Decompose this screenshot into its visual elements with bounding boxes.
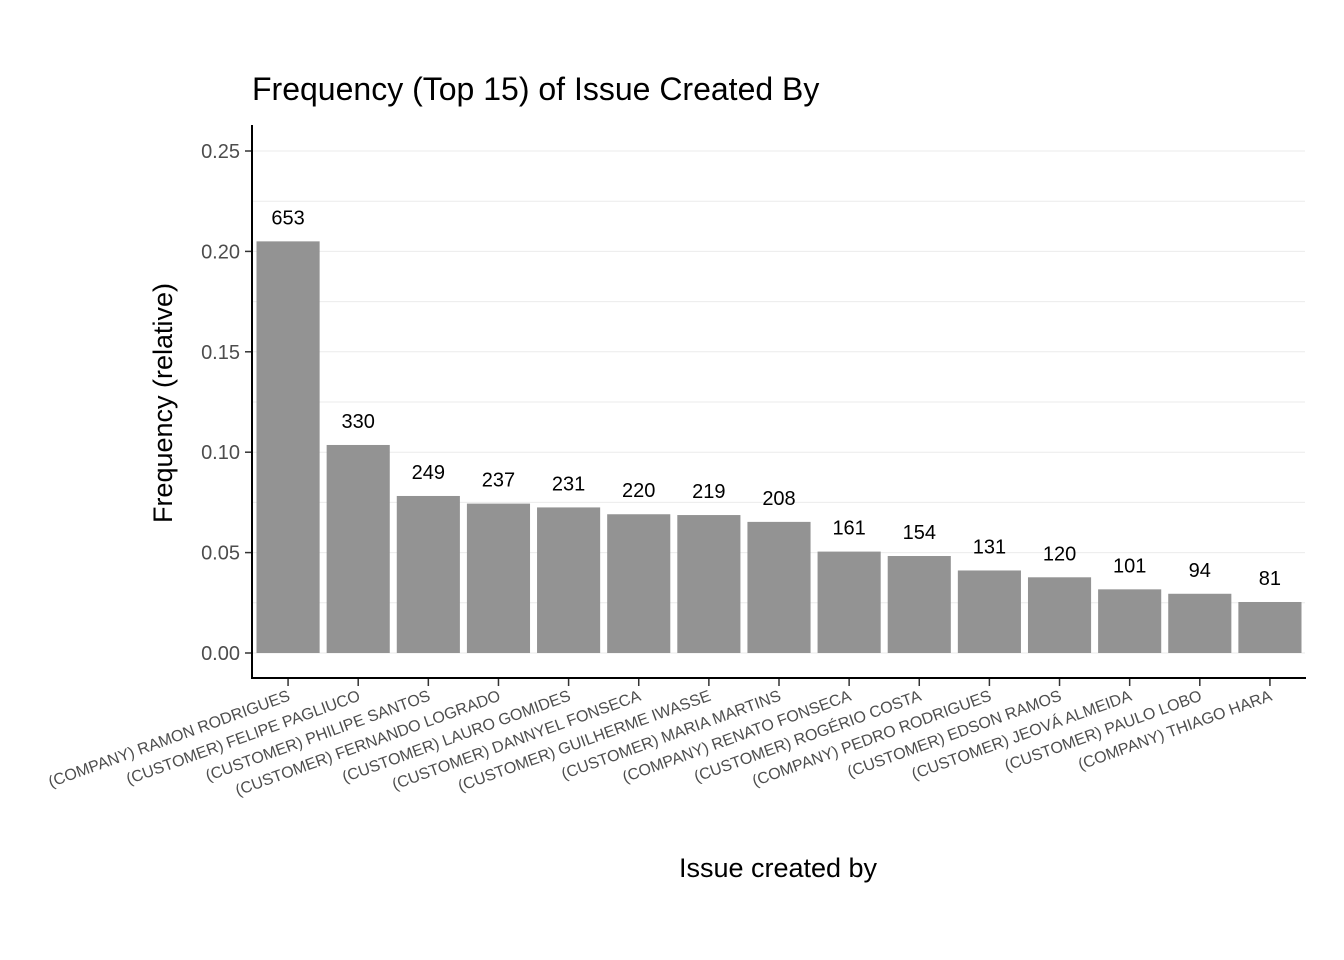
bar	[326, 444, 390, 653]
bar	[256, 241, 320, 654]
bar	[396, 495, 460, 653]
y-tick-label: 0.05	[201, 543, 240, 565]
bar	[1168, 593, 1232, 653]
data-label: 94	[1189, 560, 1211, 582]
y-tick-label: 0.20	[201, 241, 240, 263]
bar	[677, 515, 741, 653]
bar	[887, 556, 951, 653]
bar	[1098, 589, 1162, 653]
y-axis-title: Frequency (relative)	[148, 283, 178, 523]
data-label: 237	[482, 470, 515, 492]
data-label: 161	[832, 518, 865, 540]
gridlines	[253, 150, 1305, 654]
data-label: 330	[342, 411, 375, 433]
data-label: 219	[692, 481, 725, 503]
bar	[747, 521, 811, 653]
y-tick-label: 0.25	[201, 141, 240, 163]
data-label: 249	[412, 462, 445, 484]
bar	[537, 507, 601, 653]
y-tick-label: 0.15	[201, 342, 240, 364]
bar	[957, 570, 1021, 653]
data-labels: 653 330 249 237 231 220 219 208 161 154 131 120 101 9…	[271, 207, 1281, 590]
data-label: 154	[903, 522, 936, 544]
bar	[607, 514, 671, 653]
data-label: 653	[271, 207, 304, 229]
data-label: 120	[1043, 543, 1076, 565]
bar	[1238, 601, 1302, 653]
y-tick-label: 0.00	[201, 643, 240, 665]
x-axis-title: Issue created by	[679, 853, 878, 883]
data-label: 208	[762, 488, 795, 510]
bar	[466, 503, 531, 653]
chart-title: Frequency (Top 15) of Issue Created By	[252, 71, 819, 107]
y-tick-label: 0.10	[201, 442, 240, 464]
bar	[817, 551, 881, 653]
data-label: 101	[1113, 555, 1146, 577]
data-label: 220	[622, 480, 655, 502]
data-label: 81	[1259, 568, 1281, 590]
bar	[1027, 577, 1092, 653]
y-axis-ticks: 0.00 0.05 0.10 0.15 0.20 0.25	[201, 141, 251, 665]
data-label: 131	[973, 536, 1006, 558]
data-label: 231	[552, 473, 585, 495]
bars	[256, 241, 1302, 654]
